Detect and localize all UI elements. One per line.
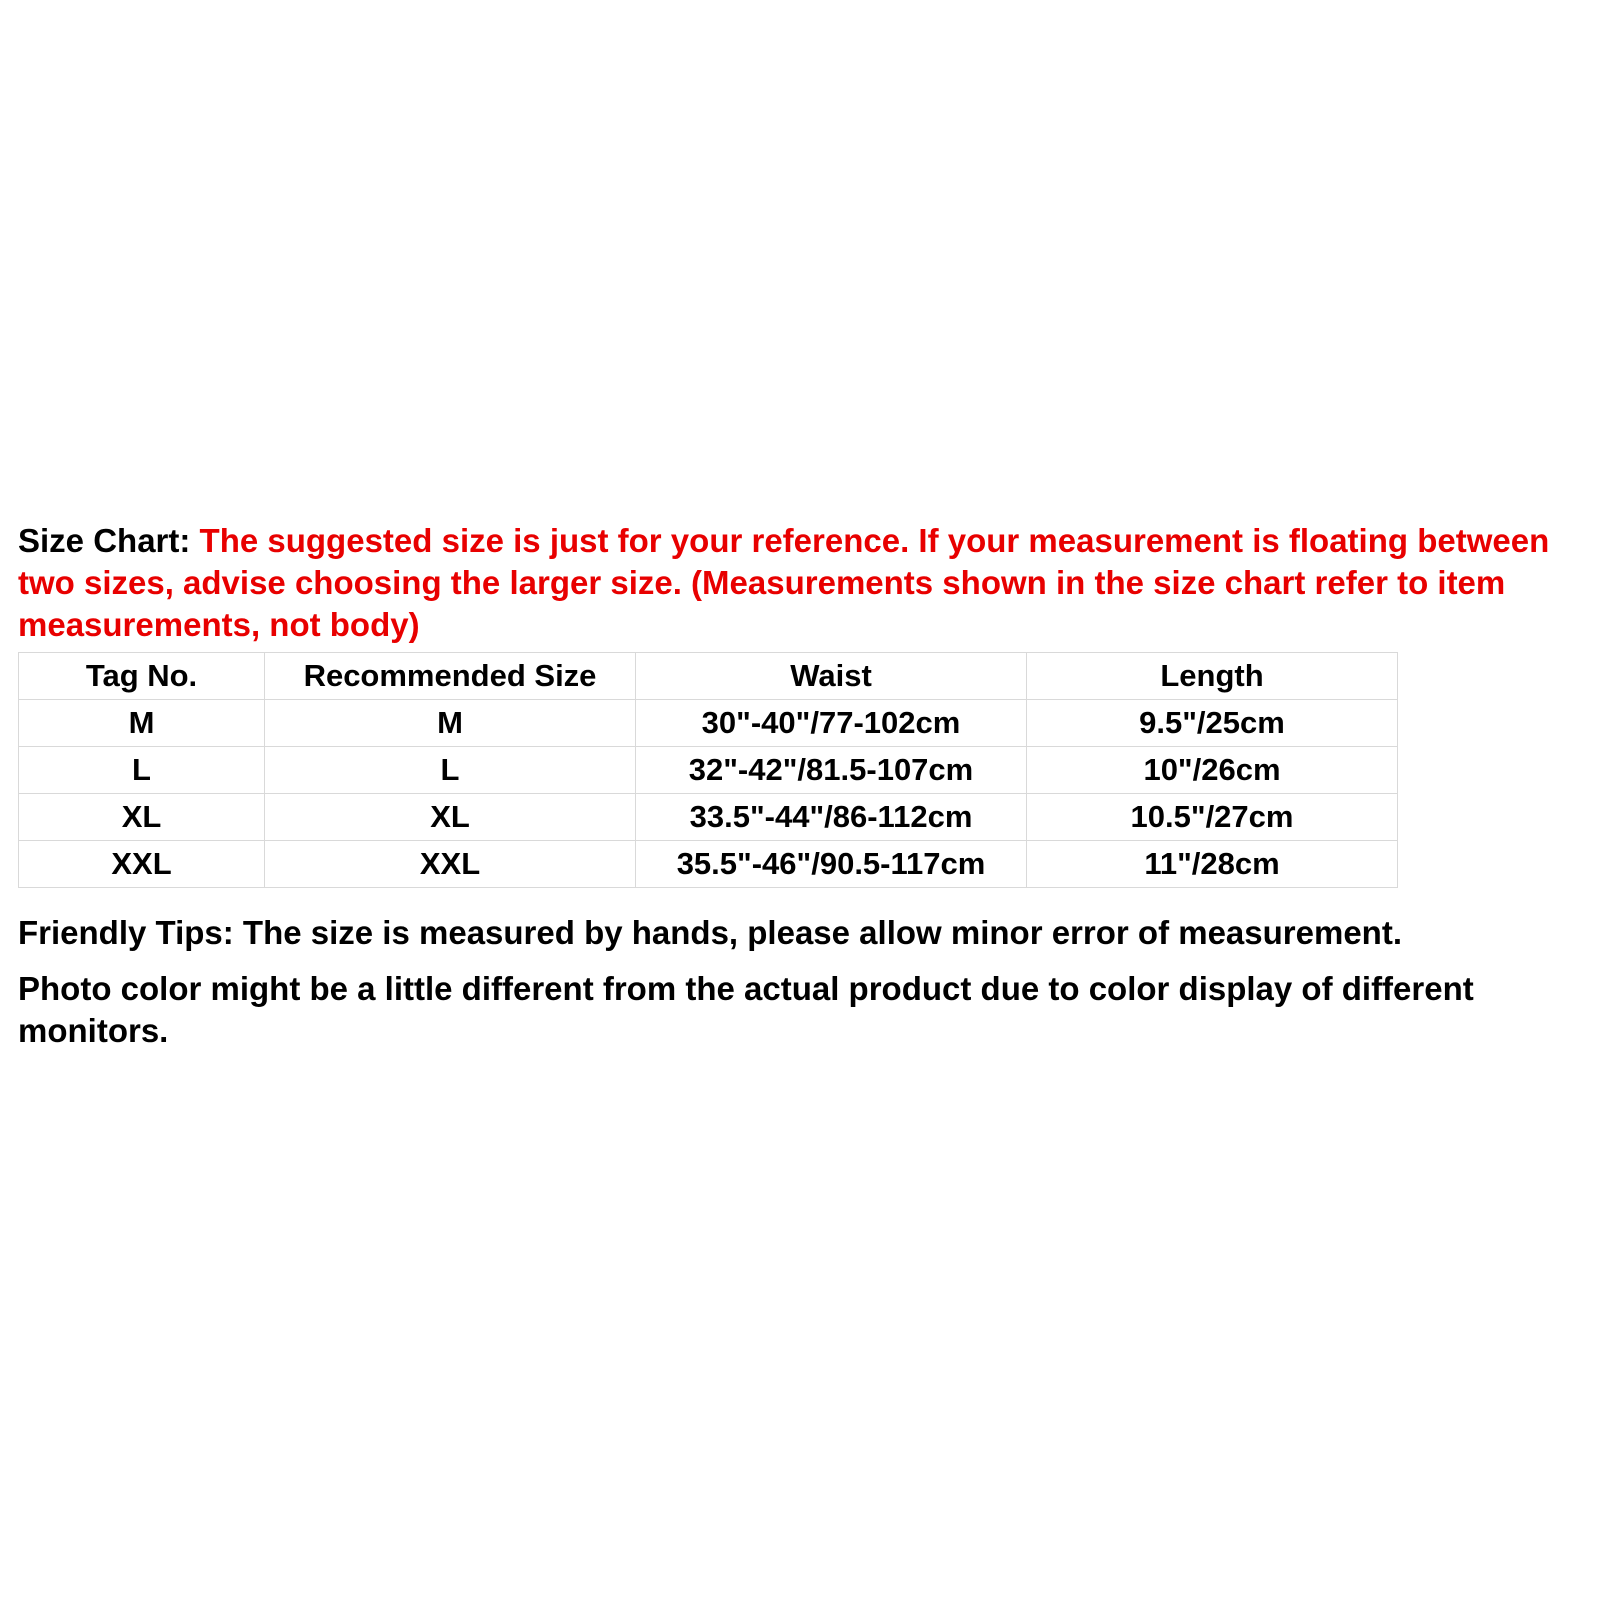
cell-waist: 33.5"-44"/86-112cm <box>636 793 1027 840</box>
size-chart-intro: Size Chart: The suggested size is just f… <box>18 520 1582 646</box>
col-header-rec: Recommended Size <box>265 652 636 699</box>
cell-length: 11"/28cm <box>1027 840 1398 887</box>
cell-tag: XXL <box>19 840 265 887</box>
cell-rec: L <box>265 746 636 793</box>
table-row: XL XL 33.5"-44"/86-112cm 10.5"/27cm <box>19 793 1398 840</box>
size-chart-table: Tag No. Recommended Size Waist Length M … <box>18 652 1398 888</box>
cell-rec: XXL <box>265 840 636 887</box>
table-row: XXL XXL 35.5"-46"/90.5-117cm 11"/28cm <box>19 840 1398 887</box>
cell-waist: 30"-40"/77-102cm <box>636 699 1027 746</box>
cell-length: 10.5"/27cm <box>1027 793 1398 840</box>
cell-tag: XL <box>19 793 265 840</box>
col-header-length: Length <box>1027 652 1398 699</box>
friendly-tips: Friendly Tips: The size is measured by h… <box>18 912 1582 1053</box>
size-chart-advice: The suggested size is just for your refe… <box>18 522 1549 643</box>
cell-waist: 35.5"-46"/90.5-117cm <box>636 840 1027 887</box>
cell-length: 10"/26cm <box>1027 746 1398 793</box>
table-row: M M 30"-40"/77-102cm 9.5"/25cm <box>19 699 1398 746</box>
cell-rec: M <box>265 699 636 746</box>
cell-tag: M <box>19 699 265 746</box>
page: Size Chart: The suggested size is just f… <box>0 0 1600 1600</box>
table-header-row: Tag No. Recommended Size Waist Length <box>19 652 1398 699</box>
cell-length: 9.5"/25cm <box>1027 699 1398 746</box>
size-chart-label: Size Chart: <box>18 522 200 559</box>
col-header-tag: Tag No. <box>19 652 265 699</box>
cell-tag: L <box>19 746 265 793</box>
table-row: L L 32"-42"/81.5-107cm 10"/26cm <box>19 746 1398 793</box>
tips-measurement: Friendly Tips: The size is measured by h… <box>18 912 1582 954</box>
cell-rec: XL <box>265 793 636 840</box>
tips-color: Photo color might be a little different … <box>18 968 1582 1052</box>
col-header-waist: Waist <box>636 652 1027 699</box>
cell-waist: 32"-42"/81.5-107cm <box>636 746 1027 793</box>
